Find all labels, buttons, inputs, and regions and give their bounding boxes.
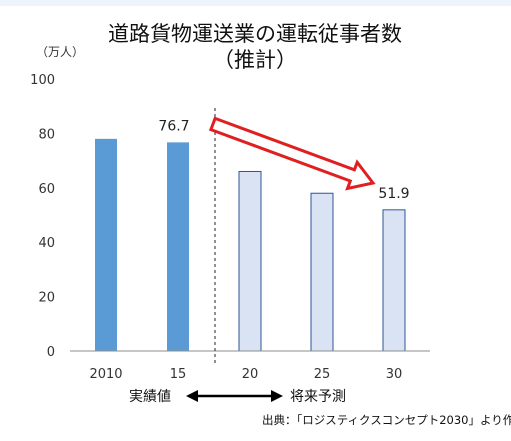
y-tick-label: 0 <box>47 345 55 360</box>
bar-25 <box>310 192 334 352</box>
x-tick-label: 25 <box>314 367 331 382</box>
chart-subtitle: （推計） <box>213 48 297 72</box>
legend-forecast-label: 将来予測 <box>290 389 346 405</box>
y-tick-label: 40 <box>38 236 55 251</box>
y-axis-unit: （万人） <box>36 45 84 59</box>
top-accent-line <box>0 0 511 6</box>
y-tick-label: 20 <box>38 291 55 306</box>
bar-30 <box>382 209 406 352</box>
x-tick-label: 20 <box>242 367 259 382</box>
value-labels: 76.7 51.9 <box>158 118 409 201</box>
value-label: 51.9 <box>378 186 409 202</box>
x-tick-label: 15 <box>170 367 187 382</box>
y-tick-label: 60 <box>38 182 55 197</box>
y-tick-label: 100 <box>30 73 55 88</box>
legend-double-arrow <box>186 390 283 402</box>
trend-arrow <box>208 116 376 191</box>
x-axis: 2010 15 20 25 30 <box>89 367 402 382</box>
y-axis: 0 20 40 60 80 100 <box>30 73 55 360</box>
bar-20 <box>238 170 262 352</box>
x-tick-label: 30 <box>386 367 403 382</box>
value-label: 76.7 <box>158 118 189 134</box>
chart-title: 道路貨物運送業の運転従事者数 <box>108 22 402 46</box>
bar-2010 <box>95 138 117 351</box>
y-tick-label: 80 <box>38 127 55 142</box>
x-tick-label: 2010 <box>89 367 122 382</box>
bar-15 <box>167 142 189 351</box>
source-note: 出典：「ロジスティクスコンセプト2030」より作成。 <box>262 413 511 427</box>
legend-actual-label: 実績値 <box>129 389 171 405</box>
